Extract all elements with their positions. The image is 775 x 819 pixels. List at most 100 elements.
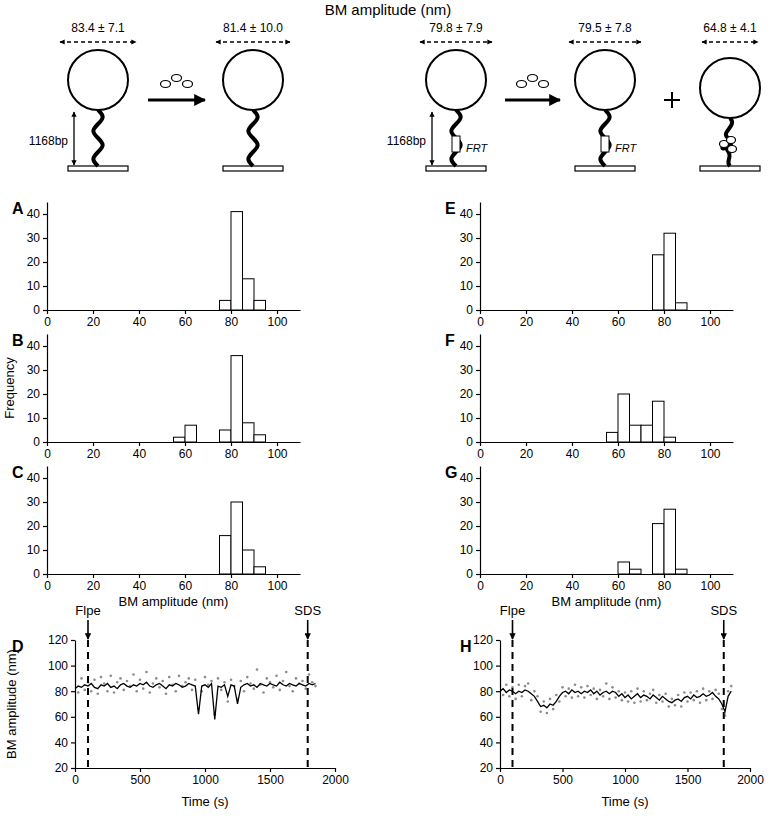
y-axis-tick-label: 30: [460, 231, 474, 245]
x-axis-tick-label: 20: [87, 447, 101, 461]
raw-point: [161, 680, 164, 683]
x-axis-tick-label: 0: [44, 447, 51, 461]
y-axis-tick: 10: [27, 279, 47, 293]
x-axis-tick-label: 60: [612, 579, 626, 593]
raw-point: [152, 682, 155, 685]
y-axis-tick: 20: [460, 255, 480, 269]
dna-tether: [451, 110, 460, 166]
raw-point: [77, 691, 80, 694]
trace-panel: 050010001500200020406080100120FlpeSDSDTi…: [4, 603, 349, 809]
raw-point: [571, 696, 574, 699]
raw-point: [599, 689, 602, 692]
raw-point: [696, 690, 699, 693]
raw-point: [689, 691, 692, 694]
y-axis-tick-mark: [476, 346, 480, 347]
x-axis-tick: 0: [72, 768, 79, 787]
x-axis-tick-mark: [618, 310, 619, 314]
raw-point: [272, 686, 275, 689]
y-axis-tick-mark: [71, 640, 75, 641]
raw-point: [533, 690, 536, 693]
bar: [254, 435, 266, 442]
y-axis-tick-label: 100: [473, 659, 493, 673]
y-axis-tick: 0: [466, 567, 480, 581]
y-axis-tick: 20: [460, 387, 480, 401]
y-axis-tick-mark: [496, 768, 500, 769]
length-arrow: [73, 112, 74, 165]
y-axis: 010203040: [27, 203, 48, 318]
raw-point: [132, 673, 135, 676]
bar: [630, 569, 642, 574]
x-axis-tick: 2000: [737, 768, 764, 787]
x-axis-tick: 20: [520, 442, 534, 461]
raw-point: [721, 708, 724, 711]
raw-point: [671, 698, 674, 701]
x-axis-tick: 100: [267, 442, 287, 461]
y-axis-tick-mark: [476, 238, 480, 239]
x-axis-tick-mark: [710, 442, 711, 446]
y-axis-tick-mark: [43, 502, 47, 503]
y-axis-tick: 30: [460, 363, 480, 377]
x-axis-tick: 100: [267, 574, 287, 593]
raw-point: [580, 686, 583, 689]
x-axis-tick-label: 100: [267, 315, 287, 329]
figure-title: BM amplitude (nm): [325, 1, 452, 18]
x-axis: 0500100015002000: [72, 768, 349, 787]
bar: [653, 524, 665, 574]
annotation-label: SDS: [710, 603, 737, 618]
raw-point: [194, 678, 197, 681]
x-axis-tick: 0: [44, 574, 51, 593]
x-axis-tick-mark: [139, 574, 140, 578]
raw-point: [624, 691, 627, 694]
y-axis: 20406080100120: [48, 633, 76, 775]
raw-point: [692, 699, 695, 702]
raw-point: [649, 692, 652, 695]
x-axis-tick: 500: [130, 768, 150, 787]
x-axis-tick-mark: [710, 310, 711, 314]
bead: [575, 50, 635, 110]
y-axis-tick-mark: [476, 502, 480, 503]
y-axis-tick-label: 20: [27, 519, 41, 533]
raw-point: [262, 691, 265, 694]
frt-site: [601, 136, 609, 152]
reaction-arrow: [505, 99, 560, 102]
raw-point: [608, 698, 611, 701]
bar: [254, 300, 266, 310]
bead: [426, 50, 486, 110]
y-axis-tick-label: 10: [27, 543, 41, 557]
raw-point: [664, 692, 667, 695]
x-axis-tick-mark: [205, 768, 206, 772]
raw-point: [301, 680, 304, 683]
raw-point: [727, 690, 730, 693]
raw-point: [521, 695, 524, 698]
x-axis-tick-mark: [270, 768, 271, 772]
x-axis-tick-mark: [664, 310, 665, 314]
x-axis-tick-label: 500: [553, 773, 573, 787]
x-axis: 020406080100: [477, 442, 733, 461]
recombinase: [172, 75, 182, 82]
bar: [664, 233, 676, 310]
y-axis-tick-label: 100: [48, 659, 68, 673]
y-axis-tick-mark: [43, 238, 47, 239]
x-axis-tick-mark: [664, 442, 665, 446]
y-axis-tick: 40: [480, 736, 500, 750]
raw-point: [106, 690, 109, 693]
raw-point: [83, 689, 86, 692]
raw-point: [546, 712, 549, 715]
y-axis-tick-label: 20: [55, 761, 69, 775]
raw-point: [103, 682, 106, 685]
y-axis-tick-mark: [496, 691, 500, 692]
y-axis-tick: 30: [27, 363, 47, 377]
x-axis-tick-mark: [750, 768, 751, 772]
y-axis: 010203040: [460, 203, 481, 318]
x-axis-tick: 0: [477, 574, 484, 593]
y-axis-tick-mark: [496, 640, 500, 641]
x-axis-tick: 20: [87, 442, 101, 461]
x-axis-tick-mark: [231, 442, 232, 446]
y-axis-tick: 20: [55, 761, 75, 775]
raw-point: [304, 687, 307, 690]
x-axis-tick: 40: [566, 442, 580, 461]
amplitude-label: 64.8 ± 4.1: [703, 21, 757, 35]
x-axis-tick-label: 60: [612, 315, 626, 329]
bead-construct: 81.4 ± 10.0: [216, 21, 290, 171]
x-axis-tick-label: 0: [72, 773, 79, 787]
